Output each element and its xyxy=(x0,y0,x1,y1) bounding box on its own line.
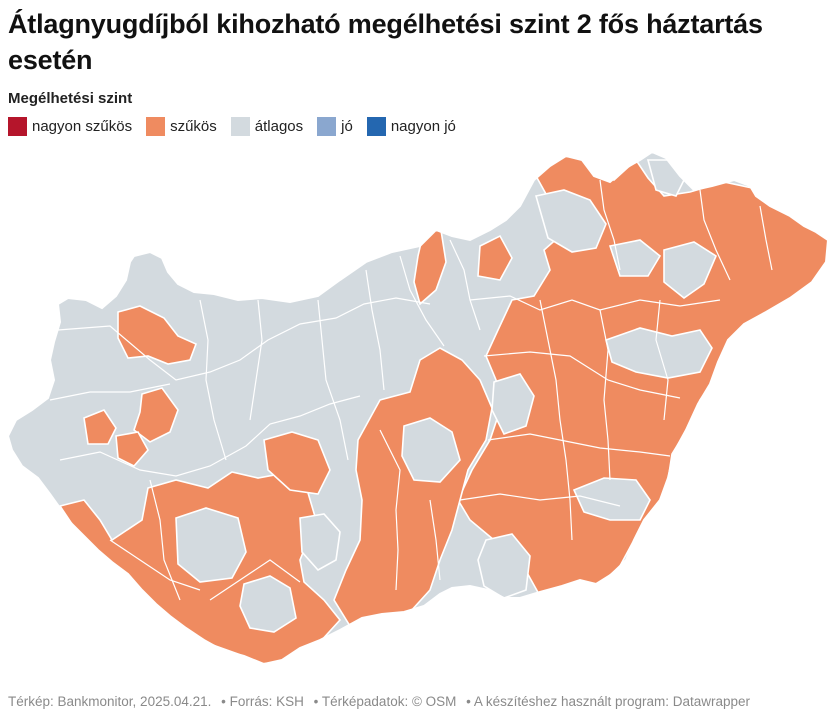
region-avg-island-8 xyxy=(491,373,535,435)
region-avg-island-5 xyxy=(534,189,607,253)
chart-title: Átlagnyugdíjból kihozható megélhetési sz… xyxy=(8,9,763,75)
footer-map-data: • Térképadatok: © OSM xyxy=(313,694,457,709)
region-avg-island-11 xyxy=(299,513,341,572)
legend-label: átlagos xyxy=(254,118,304,135)
legend-item-atlagos: átlagos xyxy=(230,117,304,136)
region-avg-island-7 xyxy=(663,241,718,299)
legend-swatch xyxy=(317,117,337,136)
region-west-2 xyxy=(133,387,179,443)
legend-item-nagyon-jo: nagyon jó xyxy=(366,117,456,136)
footer-tool: • A készítéshez használt program: Datawr… xyxy=(466,694,751,709)
region-north-2 xyxy=(477,234,513,281)
region-avg-island-1 xyxy=(401,417,461,483)
region-central-west xyxy=(263,431,331,495)
legend-item-jo: jó xyxy=(317,117,353,136)
legend-label: nagyon jó xyxy=(390,118,456,135)
legend-label: szűkös xyxy=(170,118,217,135)
region-avg-island-4 xyxy=(605,327,713,379)
legend-swatch xyxy=(366,117,386,136)
legend-title: Megélhetési szint xyxy=(8,90,133,107)
region-avg-island-2 xyxy=(477,533,531,599)
hungary-map xyxy=(7,151,829,665)
legend-swatch xyxy=(230,117,250,136)
legend-label: jó xyxy=(341,118,353,135)
district-boundaries xyxy=(49,179,773,601)
region-avg-island-10 xyxy=(239,575,297,633)
footer-credits: Térkép: Bankmonitor, 2025.04.21. • Forrá… xyxy=(8,694,750,709)
region-west-3 xyxy=(83,409,117,445)
region-avg-island-9 xyxy=(175,507,247,583)
szukos-regions xyxy=(58,155,828,664)
legend-label: nagyon szűkös xyxy=(32,118,133,135)
footer-map-credit: Térkép: Bankmonitor, 2025.04.21. xyxy=(8,694,212,709)
legend-swatch xyxy=(8,117,27,136)
legend-item-nagyon-szukos: nagyon szűkös xyxy=(8,117,132,136)
region-avg-island-12 xyxy=(608,239,662,277)
region-west-4 xyxy=(115,431,149,467)
region-south-central xyxy=(333,347,493,627)
legend: nagyon szűkös szűkös átlagos jó nagyon j… xyxy=(8,117,470,136)
footer-source: • Forrás: KSH xyxy=(221,694,304,709)
legend-swatch xyxy=(146,117,166,136)
legend-item-szukos: szűkös xyxy=(146,117,217,136)
